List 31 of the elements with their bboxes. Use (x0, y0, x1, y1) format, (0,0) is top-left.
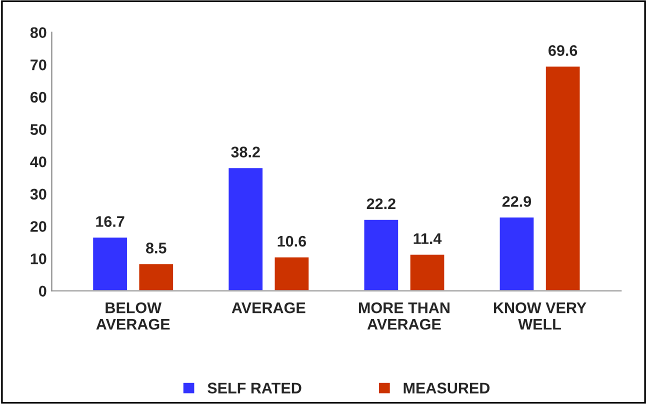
y-tick-label: 10 (30, 253, 46, 264)
x-tick-label: BELOW AVERAGE (96, 302, 170, 330)
data-label: 22.9 (502, 196, 532, 207)
bar (408, 253, 446, 291)
x-tick-label: KNOW VERY WELL (494, 302, 586, 330)
y-tick-label: 80 (30, 27, 46, 38)
y-tick-label: 30 (30, 188, 46, 200)
data-label: 8.5 (146, 242, 166, 254)
data-label: 38.2 (231, 146, 260, 158)
bar (544, 65, 582, 291)
data-label: 11.4 (414, 233, 442, 244)
y-tick-label: 0 (39, 286, 46, 297)
bar (92, 236, 128, 291)
data-label: 22.2 (366, 198, 396, 210)
bar (227, 166, 264, 291)
data-label: 10.6 (278, 236, 306, 247)
y-tick-label: 40 (30, 156, 46, 168)
bar (498, 216, 536, 291)
y-tick-label: 20 (30, 221, 46, 232)
x-tick-label: MORE THAN AVERAGE (358, 302, 450, 330)
bar (362, 218, 400, 291)
y-tick-label: 50 (30, 124, 46, 135)
bar (273, 256, 310, 291)
legend-label: SELF RATED (208, 382, 302, 394)
data-label: 69.6 (548, 45, 578, 56)
y-tick-label: 60 (30, 92, 46, 103)
x-tick-label: AVERAGE (232, 302, 306, 314)
y-tick-label: 70 (30, 60, 46, 70)
bar (138, 262, 174, 291)
data-label: 16.7 (96, 216, 124, 227)
legend-label: MEASURED (404, 382, 490, 394)
